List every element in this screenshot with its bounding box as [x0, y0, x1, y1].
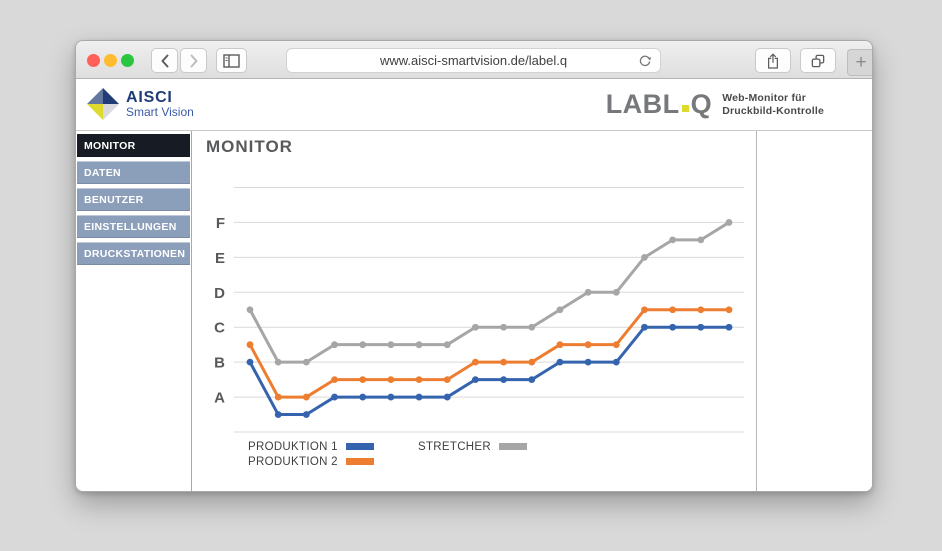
sidebar-item-monitor[interactable]: MONITOR — [77, 134, 190, 157]
address-bar[interactable]: www.aisci-smartvision.de/label.q — [286, 48, 661, 73]
sidebar-panel-icon — [223, 53, 240, 68]
aisci-logo: AISCI Smart Vision — [87, 88, 194, 120]
legend-item-stretcher: STRETCHER — [418, 439, 527, 454]
page-title: MONITOR — [206, 137, 293, 156]
app-header: AISCI Smart Vision LABL Q Web-Monitor für… — [76, 79, 872, 131]
chart-legend: PRODUKTION 1 PRODUKTION 2 STRETCHER — [248, 439, 527, 469]
sidebar-item-daten[interactable]: DATEN — [77, 161, 190, 184]
product-name: LABL Q — [605, 89, 713, 119]
monitor-chart: A B C D E F — [214, 187, 744, 433]
legend-item-produktion-1: PRODUKTION 1 — [248, 439, 374, 454]
app-body: MONITOR DATEN BENUTZER EINSTELLUNGEN DRU… — [76, 131, 872, 491]
tab-overview-button[interactable] — [800, 48, 836, 73]
svg-text:C: C — [214, 320, 225, 337]
legend-label: PRODUKTION 2 — [248, 455, 338, 468]
right-gutter — [757, 131, 872, 491]
legend-swatch-produktion-2 — [346, 458, 374, 465]
chevron-right-icon — [189, 54, 199, 68]
overlapping-squares-icon — [810, 53, 826, 69]
svg-text:A: A — [214, 390, 225, 407]
close-window-button[interactable] — [87, 54, 100, 67]
yellow-dot-icon — [681, 105, 689, 112]
svg-text:D: D — [214, 285, 225, 302]
legend-label: PRODUKTION 1 — [248, 440, 338, 453]
main-content: MONITOR A B C D E F PRODUKTION 1 PRODUKTION 2 — [192, 131, 757, 491]
legend-label: STRETCHER — [418, 440, 491, 453]
product-tagline: Web-Monitor für Druckbild-Kontrolle — [722, 91, 824, 117]
minimize-window-button[interactable] — [104, 54, 117, 67]
aisci-logo-icon — [87, 88, 119, 120]
svg-text:F: F — [216, 215, 225, 232]
svg-text:B: B — [214, 355, 225, 372]
forward-button[interactable] — [180, 48, 207, 73]
brand-subtitle: Smart Vision — [126, 105, 194, 119]
share-icon — [766, 52, 780, 70]
sidebar-nav: MONITOR DATEN BENUTZER EINSTELLUNGEN DRU… — [76, 131, 192, 491]
zoom-window-button[interactable] — [121, 54, 134, 67]
back-button[interactable] — [151, 48, 178, 73]
share-button[interactable] — [755, 48, 791, 73]
browser-window: www.aisci-smartvision.de/label.q — [75, 40, 873, 492]
refresh-arrow-icon — [639, 55, 652, 67]
svg-text:E: E — [215, 250, 225, 267]
product-logo: LABL Q Web-Monitor für Druckbild-Kontroll… — [606, 89, 824, 120]
new-tab-button[interactable]: + — [847, 49, 872, 76]
sidebar-toggle-button[interactable] — [216, 48, 247, 73]
chevron-left-icon — [160, 54, 170, 68]
sidebar-item-benutzer[interactable]: BENUTZER — [77, 188, 190, 211]
legend-swatch-stretcher — [498, 443, 527, 450]
reload-button[interactable] — [638, 54, 652, 74]
url-text: www.aisci-smartvision.de/label.q — [379, 53, 568, 68]
legend-swatch-produktion-1 — [346, 443, 374, 450]
sidebar-item-einstellungen[interactable]: EINSTELLUNGEN — [77, 215, 190, 238]
legend-item-produktion-2: PRODUKTION 2 — [248, 454, 374, 469]
browser-toolbar: www.aisci-smartvision.de/label.q — [76, 41, 872, 79]
brand-name: AISCI — [126, 89, 173, 106]
sidebar-item-druckstationen[interactable]: DRUCKSTATIONEN — [77, 242, 190, 265]
